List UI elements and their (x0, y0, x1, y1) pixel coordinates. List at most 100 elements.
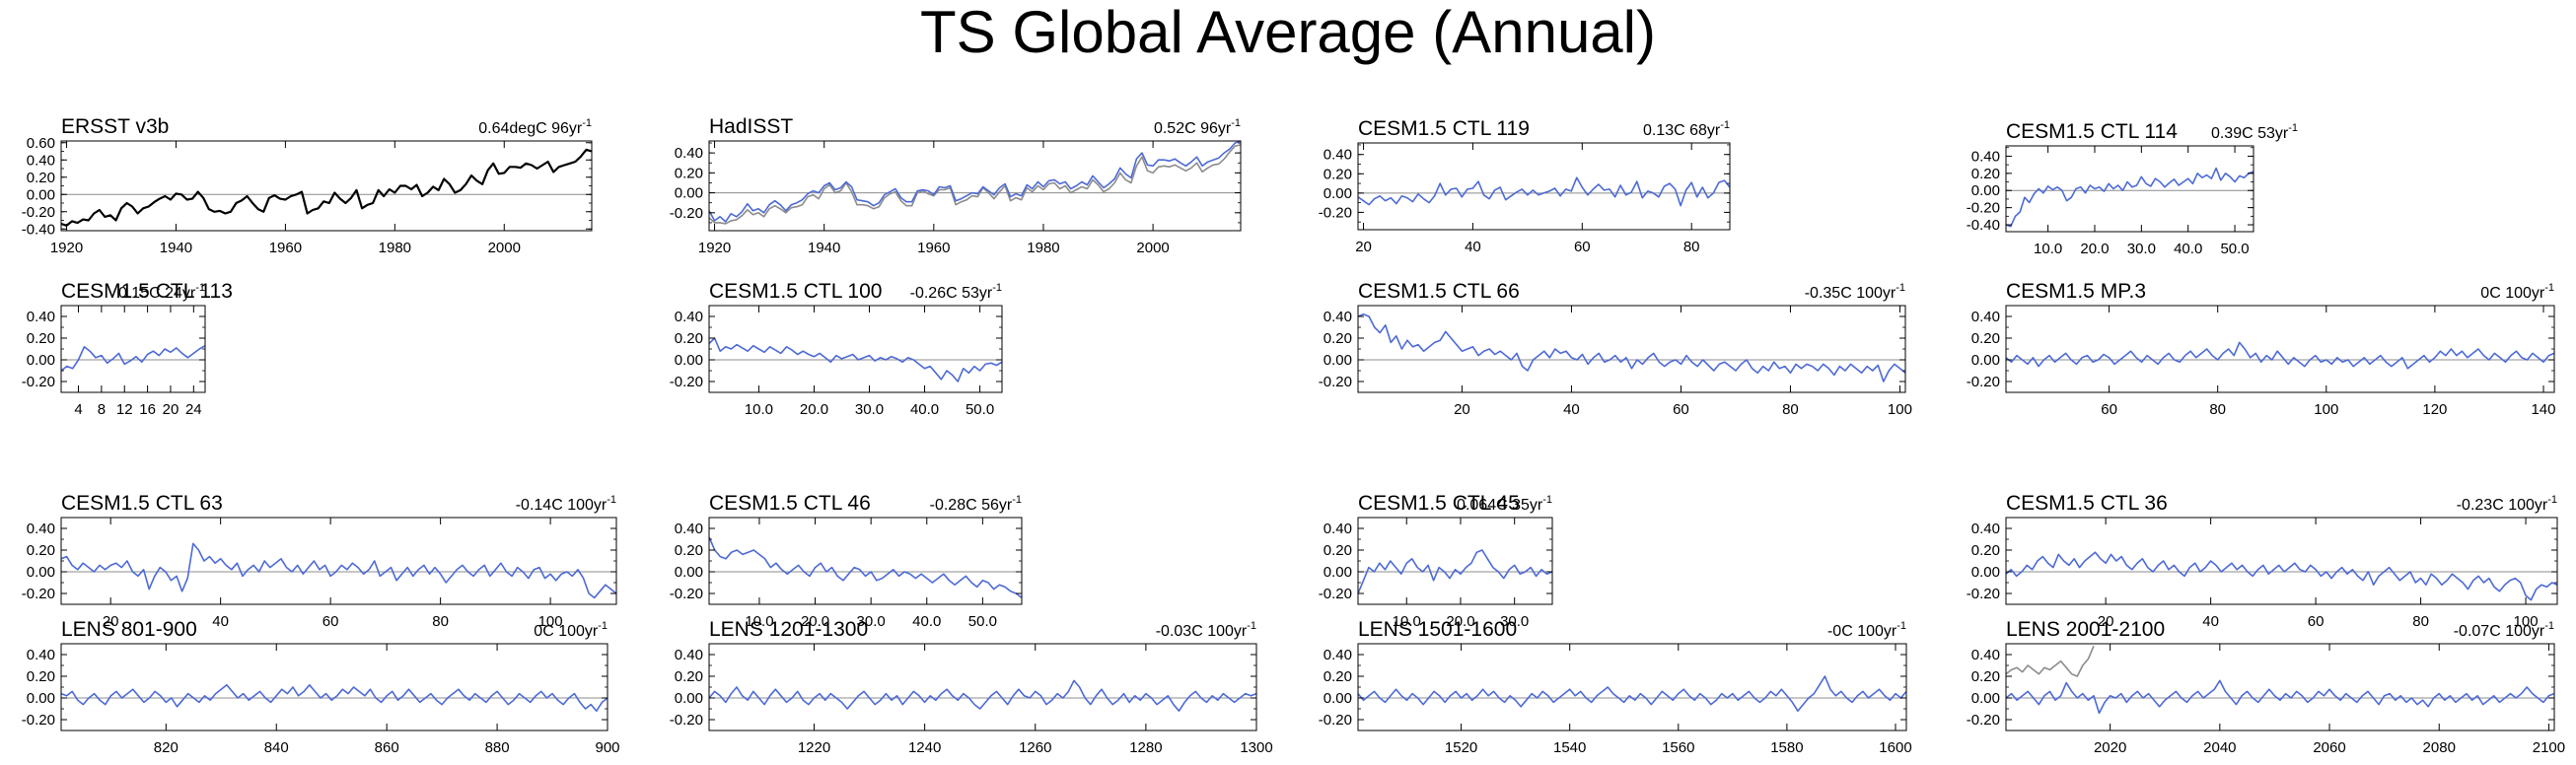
x-tick-label: 2060 (2313, 739, 2345, 756)
y-tick-label: -0.20 (670, 712, 703, 729)
y-tick-label: 0.00 (1324, 564, 1352, 581)
x-tick-label: 20.0 (800, 401, 828, 418)
trend-label: 0C 100yr-1 (534, 620, 608, 640)
series-line-0 (1357, 313, 1906, 382)
y-tick-label: 0.00 (1971, 690, 2000, 707)
x-tick-label: 8 (98, 401, 106, 418)
x-tick-label: 10.0 (745, 401, 773, 418)
y-tick-label: -0.20 (1319, 712, 1352, 729)
x-tick-label: 1580 (1770, 739, 1803, 756)
y-tick-label: -0.20 (22, 586, 55, 602)
x-tick-label: 1940 (160, 240, 192, 256)
y-tick-label: -0.20 (22, 374, 55, 390)
panel-ctl119: 0.40 0.20 0.00 -0.20 20 40 60 80 CESM1.5 CTL 119… (1319, 117, 1731, 255)
panel-lens801: 0.40 0.20 0.00 -0.20 820 840 860 880 900 LENS 801… (22, 618, 620, 756)
y-tick-label: 0.40 (1324, 309, 1352, 325)
x-tick-label: 1520 (1445, 739, 1477, 756)
y-tick-label: -0.20 (1319, 204, 1352, 221)
panel-title: LENS 2001-2100 (2006, 618, 2165, 641)
y-tick-label: -0.20 (22, 712, 55, 729)
x-tick-label: 1920 (698, 240, 731, 256)
series-line-0 (1357, 176, 1731, 207)
figure-title: TS Global Average (Annual) (920, 0, 1656, 65)
y-tick-label: 0.40 (675, 647, 703, 663)
y-tick-label: 0.20 (1324, 330, 1352, 347)
plot-frame (708, 643, 1257, 731)
y-tick-label: 0.00 (27, 690, 55, 707)
y-tick-label: 0.00 (27, 352, 55, 369)
y-tick-label: 0.00 (675, 185, 703, 202)
y-tick-label: -0.20 (670, 374, 703, 390)
x-tick-label: 80 (2209, 401, 2226, 418)
y-tick-label: -0.20 (1319, 374, 1352, 390)
y-tick-label: 0.00 (1324, 185, 1352, 202)
y-tick-label: 0.00 (1324, 690, 1352, 707)
x-tick-label: 20.0 (1446, 613, 1474, 630)
panel-title: CESM1.5 CTL 63 (61, 492, 223, 515)
panel-ctl46: 0.40 0.20 0.00 -0.20 10.0 20.0 30.0 40.0 50.0 CES… (670, 492, 1023, 630)
y-tick-label: 0.40 (27, 521, 55, 537)
x-tick-label: 1240 (908, 739, 941, 756)
x-tick-label: 100 (538, 613, 563, 630)
y-tick-label: -0.20 (670, 205, 703, 222)
trend-label: 0.15C 24yr-1 (118, 282, 205, 302)
y-tick-label: 0.40 (1971, 521, 2000, 537)
x-tick-label: 60 (322, 613, 339, 630)
trend-label: 0.52C 96yr-1 (1154, 117, 1241, 137)
y-tick-label: 0.00 (1971, 564, 2000, 581)
x-tick-label: 30.0 (855, 401, 884, 418)
x-tick-label: 60 (1673, 401, 1689, 418)
x-tick-label: 20 (2098, 613, 2114, 630)
x-tick-label: 1280 (1129, 739, 1162, 756)
x-tick-label: 2000 (488, 240, 521, 256)
y-tick-label: 0.40 (1971, 647, 2000, 663)
x-tick-label: 20 (103, 613, 119, 630)
x-tick-label: 100 (2514, 613, 2539, 630)
x-tick-label: 2100 (2533, 739, 2565, 756)
series-line-0 (60, 542, 617, 599)
panel-title: LENS 801-900 (61, 618, 197, 641)
y-tick-label: 0.60 (27, 135, 55, 152)
x-tick-label: 880 (485, 739, 510, 756)
panel-lens1501: 0.40 0.20 0.00 -0.20 1520 1540 1560 1580 1600 LEN… (1319, 618, 1912, 756)
trend-label: 0C 100yr-1 (2480, 282, 2554, 302)
panel-title: LENS 1501-1600 (1358, 618, 1517, 641)
trend-label: -0.14C 100yr-1 (516, 494, 616, 514)
panel-ctl100: 0.40 0.20 0.00 -0.20 10.0 20.0 30.0 40.0 50.0 CES… (670, 280, 1003, 418)
x-tick-label: 60 (2101, 401, 2117, 418)
panel-lens1201: 0.40 0.20 0.00 -0.20 1220 1240 1260 1280 1300 LEN… (670, 618, 1273, 756)
x-tick-label: 1300 (1240, 739, 1272, 756)
x-tick-label: 1960 (917, 240, 950, 256)
y-tick-label: -0.20 (1967, 200, 2000, 217)
x-tick-label: 1220 (798, 739, 830, 756)
y-tick-label: -0.20 (22, 204, 55, 221)
series-line-1 (708, 140, 1242, 223)
series-line-0 (60, 148, 593, 227)
y-tick-label: 0.20 (1324, 166, 1352, 182)
trend-label: -0.26C 53yr-1 (910, 282, 1002, 302)
x-tick-label: 40.0 (2174, 241, 2202, 257)
y-tick-label: 0.00 (27, 186, 55, 203)
x-tick-label: 50.0 (968, 613, 997, 630)
y-tick-label: 0.40 (675, 145, 703, 162)
y-tick-label: 0.20 (27, 170, 55, 186)
x-tick-label: 40 (1465, 239, 1481, 255)
x-tick-label: 80 (2412, 613, 2429, 630)
x-tick-label: 840 (264, 739, 289, 756)
y-tick-label: 0.00 (675, 352, 703, 369)
x-tick-label: 24 (185, 401, 202, 418)
panel-ctl45: 0.40 0.20 0.00 -0.20 10.0 20.0 30.0 CESM1.5 CTL… (1319, 492, 1553, 630)
x-tick-label: 20 (1355, 239, 1372, 255)
panel-title: CESM1.5 CTL 66 (1358, 280, 1520, 303)
x-tick-label: 20 (163, 401, 179, 418)
panel-title: HadISST (709, 115, 793, 138)
x-tick-label: 60 (2308, 613, 2325, 630)
y-tick-label: 0.20 (1971, 330, 2000, 347)
trend-label: -0.23C 100yr-1 (2457, 494, 2557, 514)
x-tick-label: 80 (1782, 401, 1799, 418)
x-tick-label: 50.0 (2220, 241, 2249, 257)
trend-label: -0.07C 100yr-1 (2454, 620, 2554, 640)
series-line-0 (708, 679, 1257, 713)
y-tick-label: 0.20 (27, 542, 55, 559)
y-tick-label: 0.40 (27, 152, 55, 169)
